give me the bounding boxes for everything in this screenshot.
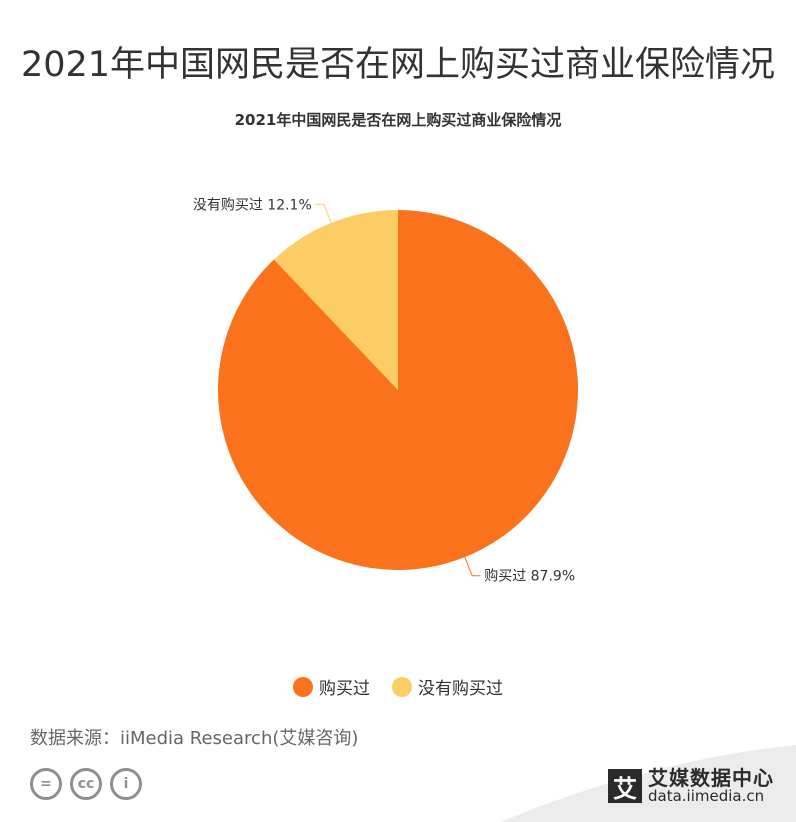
- pie-label-1: 没有购买过 12.1%: [193, 197, 312, 213]
- source-note: 数据来源：iiMedia Research(艾媒咨询): [30, 728, 359, 749]
- license-icons: = cc i: [30, 768, 142, 800]
- brand-name: 艾媒数据中心: [648, 766, 774, 790]
- legend-label: 没有购买过: [418, 679, 503, 699]
- pie-leader-line-0: [464, 556, 481, 577]
- legend-swatch: [293, 676, 313, 697]
- brand-logo: 艾: [608, 769, 642, 804]
- brand-url: data.iimedia.cn: [648, 787, 765, 805]
- cc-equal-icon: =: [30, 768, 62, 800]
- legend-item-not-purchased[interactable]: 没有购买过: [392, 674, 503, 699]
- brand: 艾 艾媒数据中心 data.iimedia.cn: [608, 768, 774, 805]
- pie-label-0: 购买过 87.9%: [484, 569, 575, 585]
- pie-leader-line-1: [315, 203, 332, 224]
- chart-title: 2021年中国网民是否在网上购买过商业保险情况: [234, 111, 562, 129]
- pie-slice-1[interactable]: [273, 210, 398, 390]
- cc-person-icon: i: [110, 768, 142, 800]
- page-title: 2021年中国网民是否在网上购买过商业保险情况: [20, 45, 776, 85]
- legend-label: 购买过: [319, 679, 370, 699]
- legend: 购买过 没有购买过: [0, 674, 796, 699]
- legend-item-purchased[interactable]: 购买过: [293, 674, 370, 699]
- cc-icon: cc: [70, 768, 102, 800]
- legend-swatch: [392, 676, 412, 697]
